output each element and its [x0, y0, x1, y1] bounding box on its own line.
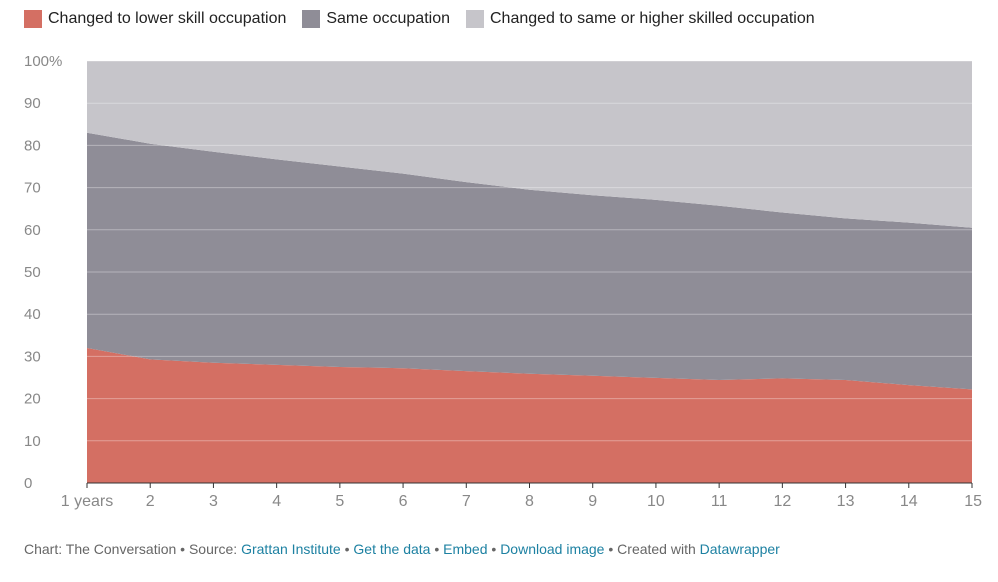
- y-tick-label: 80: [24, 137, 41, 154]
- x-tick-label: 6: [399, 493, 408, 510]
- y-tick-label: 10: [24, 433, 41, 450]
- y-tick-label: 40: [24, 306, 41, 323]
- chart-footer: Chart: The Conversation • Source: Gratta…: [24, 541, 780, 557]
- area-chart: 0 10 20 30 40 50 60 70 80 90 100% 1 years 2 3 4 5 6 7 8 9 10…: [24, 53, 982, 510]
- legend-item-lower-skill: Changed to lower skill occupation: [24, 10, 286, 28]
- y-tick-label: 20: [24, 391, 41, 408]
- footer-separator: •: [430, 541, 444, 557]
- footer-created-text: • Created with: [604, 541, 700, 557]
- legend-item-higher-skill: Changed to same or higher skilled occupa…: [466, 10, 815, 28]
- x-tick-label: 3: [209, 493, 218, 510]
- legend-label-same-occupation: Same occupation: [326, 10, 450, 27]
- x-tick-label: 4: [272, 493, 281, 510]
- x-tick-label: 11: [711, 493, 728, 510]
- footer-separator: •: [487, 541, 501, 557]
- legend-swatch-higher-skill: [466, 10, 484, 28]
- y-tick-label: 100%: [24, 53, 62, 70]
- area-series-2: [87, 61, 972, 228]
- datawrapper-link[interactable]: Datawrapper: [699, 541, 780, 557]
- x-tick-label: 9: [588, 493, 597, 510]
- legend-swatch-same-occupation: [302, 10, 321, 28]
- x-tick-label: 13: [837, 493, 855, 510]
- x-tick-label: 5: [335, 493, 344, 510]
- source-link[interactable]: Grattan Institute: [241, 541, 341, 557]
- y-tick-label: 70: [24, 180, 41, 197]
- footer-separator: •: [340, 541, 354, 557]
- x-tick-label: 1 years: [61, 493, 113, 510]
- x-tick-label: 2: [146, 493, 155, 510]
- legend-swatch-lower-skill: [24, 10, 42, 28]
- get-the-data-link[interactable]: Get the data: [353, 541, 431, 557]
- legend-item-same-occupation: Same occupation: [302, 10, 450, 28]
- download-image-link[interactable]: Download image: [500, 541, 605, 557]
- legend-label-lower-skill: Changed to lower skill occupation: [48, 10, 287, 27]
- x-tick-label: 12: [773, 493, 791, 510]
- x-tick-label: 8: [525, 493, 534, 510]
- x-tick-label: 10: [647, 493, 665, 510]
- embed-link[interactable]: Embed: [443, 541, 488, 557]
- y-tick-label: 30: [24, 348, 41, 365]
- footer-credit-text: Chart: The Conversation • Source:: [24, 541, 242, 557]
- y-tick-label: 50: [24, 264, 41, 281]
- y-tick-label: 60: [24, 222, 41, 239]
- legend-label-higher-skill: Changed to same or higher skilled occupa…: [490, 10, 815, 27]
- x-tick-label: 15: [964, 493, 982, 510]
- area-series-1: [87, 132, 972, 390]
- x-tick-label: 7: [462, 493, 471, 510]
- y-tick-label: 90: [24, 95, 41, 112]
- y-tick-label: 0: [24, 475, 32, 492]
- chart-legend: Changed to lower skill occupation Same o…: [24, 10, 831, 28]
- x-tick-label: 14: [900, 493, 918, 510]
- area-series-0: [87, 347, 972, 483]
